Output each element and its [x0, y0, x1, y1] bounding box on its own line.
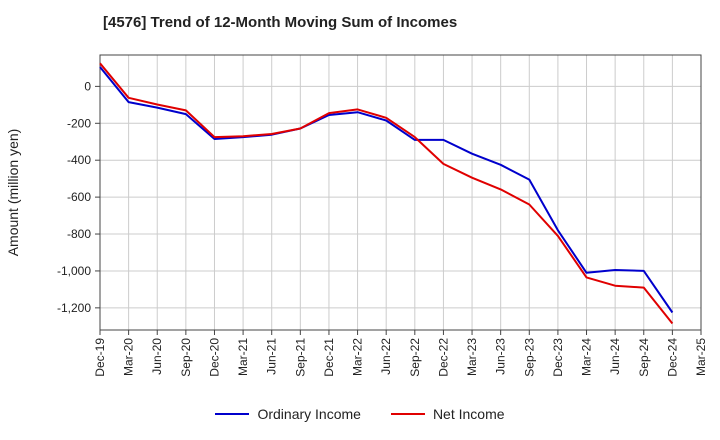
- x-tick-label: Jun-23: [494, 338, 508, 375]
- x-tick-label: Dec-20: [207, 338, 221, 377]
- y-tick-label: -600: [67, 190, 91, 204]
- x-tick-label: Sep-20: [179, 338, 193, 377]
- legend-label-net-income: Net Income: [432, 406, 505, 422]
- x-tick-label: Mar-23: [465, 338, 479, 376]
- legend-item-ordinary-income: Ordinary Income: [215, 406, 361, 422]
- legend-swatch-ordinary-income: [215, 413, 250, 415]
- x-tick-label: Jun-22: [379, 338, 393, 375]
- y-tick-label: -400: [67, 153, 91, 167]
- x-tick-label: Sep-21: [293, 338, 307, 377]
- series-line-ordinary-income: [99, 66, 674, 314]
- x-tick-label: Mar-25: [694, 338, 708, 376]
- legend: Ordinary Income Net Income: [0, 406, 720, 422]
- x-tick-label: Dec-21: [322, 338, 336, 377]
- x-tick-label: Dec-19: [93, 338, 107, 377]
- axis-layer: [95, 54, 702, 335]
- y-tick-label: -800: [67, 227, 91, 241]
- y-tick-label: -1,200: [57, 301, 91, 315]
- grid-layer: [99, 55, 702, 330]
- x-tick-label: Mar-22: [351, 338, 365, 376]
- x-tick-label: Mar-24: [580, 338, 594, 376]
- x-tick-label: Mar-20: [122, 338, 136, 376]
- legend-label-ordinary-income: Ordinary Income: [257, 406, 361, 422]
- x-tick-label: Dec-22: [436, 338, 450, 377]
- y-axis-label: Amount (million yen): [5, 129, 21, 257]
- x-tick-label: Dec-23: [551, 338, 565, 377]
- legend-item-net-income: Net Income: [390, 406, 505, 422]
- x-tick-label: Jun-24: [608, 338, 622, 375]
- x-tick-label: Sep-24: [637, 338, 651, 377]
- chart-title: [4576] Trend of 12-Month Moving Sum of I…: [103, 14, 458, 31]
- x-tick-label: Mar-21: [236, 338, 250, 376]
- y-tick-label: 0: [84, 79, 91, 93]
- x-tick-label: Jun-21: [265, 338, 279, 375]
- series-layer: [99, 62, 674, 325]
- x-tick-label: Sep-23: [522, 338, 536, 377]
- x-tick-label: Sep-22: [408, 338, 422, 377]
- plot-frame: [99, 54, 702, 331]
- label-layer: 0 -200 -400 -600 -800 -1,000 -1,200 Dec-19 Mar-2…: [5, 79, 708, 376]
- x-tick-label: Dec-24: [665, 338, 679, 377]
- y-tick-label: -200: [67, 116, 91, 130]
- y-tick-label: -1,000: [57, 264, 91, 278]
- legend-swatch-net-income: [390, 413, 425, 415]
- series-line-net-income: [99, 62, 674, 325]
- x-tick-label: Jun-20: [150, 338, 164, 375]
